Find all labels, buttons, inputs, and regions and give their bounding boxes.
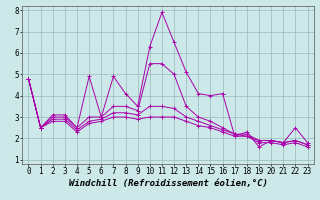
X-axis label: Windchill (Refroidissement éolien,°C): Windchill (Refroidissement éolien,°C) — [68, 179, 268, 188]
